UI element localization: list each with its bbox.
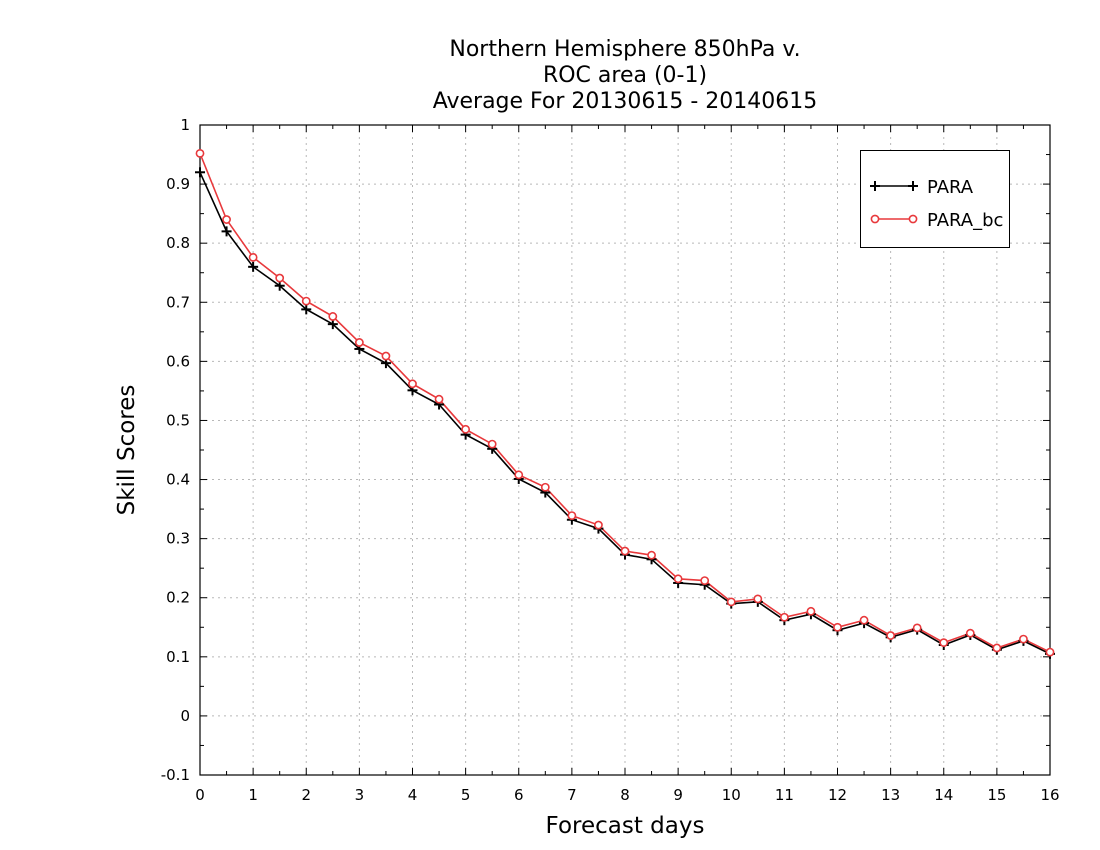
data-point-para-bc bbox=[753, 594, 763, 604]
data-point-para-bc bbox=[965, 628, 975, 638]
data-point-para-bc bbox=[248, 252, 258, 262]
x-tick-label: 12 bbox=[828, 786, 847, 804]
data-point-para-bc bbox=[275, 273, 285, 283]
y-tick-label: 0.8 bbox=[166, 234, 190, 252]
y-tick-label: 0.3 bbox=[166, 530, 190, 548]
data-point-para-bc bbox=[886, 631, 896, 640]
series-lines bbox=[195, 148, 1055, 659]
data-point-para-bc bbox=[779, 612, 789, 622]
data-point-para-bc bbox=[833, 622, 842, 632]
x-axis-label: Forecast days bbox=[546, 813, 705, 839]
x-tick-label: 14 bbox=[934, 786, 953, 804]
data-point-para bbox=[195, 167, 205, 178]
chart-title-line-2: ROC area (0-1) bbox=[542, 63, 708, 88]
data-point-para-bc bbox=[434, 394, 444, 404]
y-tick-label: 0.6 bbox=[166, 352, 190, 370]
y-tick-label: 0.1 bbox=[166, 648, 190, 666]
x-tick-label: 4 bbox=[408, 786, 418, 804]
legend-label: PARA_bc bbox=[927, 210, 1003, 231]
data-point-para-bc bbox=[222, 215, 231, 224]
y-tick-label: -0.1 bbox=[161, 766, 190, 784]
x-tick-label: 16 bbox=[1040, 786, 1059, 804]
data-point-para-bc bbox=[514, 470, 524, 480]
y-axis-label: Skill Scores bbox=[114, 385, 140, 516]
data-point-para bbox=[301, 304, 312, 315]
chart-title-line-3: Average For 20130615 - 20140615 bbox=[432, 89, 818, 114]
x-tick-label: 2 bbox=[301, 786, 311, 804]
x-tick-label: 5 bbox=[461, 786, 471, 804]
y-tick-label: 1 bbox=[180, 116, 190, 134]
data-point-para-bc bbox=[673, 574, 683, 584]
data-point-para-bc bbox=[354, 338, 364, 347]
chart-title-line-1: Northern Hemisphere 850hPa v. bbox=[449, 37, 801, 62]
data-point-para-bc bbox=[806, 606, 816, 616]
data-point-para-bc bbox=[647, 550, 656, 560]
data-point-para-bc bbox=[301, 296, 311, 306]
data-point-para-bc bbox=[1045, 647, 1055, 657]
legend-graphic: PARA PARA_bc bbox=[870, 177, 1003, 231]
data-point-para-bc bbox=[540, 482, 550, 492]
legend-item-para-bc: PARA_bc bbox=[870, 210, 1003, 231]
legend-label: PARA bbox=[927, 177, 974, 198]
data-point-para-bc bbox=[992, 643, 1002, 653]
data-point-para-bc bbox=[912, 623, 922, 633]
data-point-para-bc bbox=[567, 511, 577, 520]
data-point-para-bc bbox=[461, 424, 471, 434]
data-point-para-bc bbox=[408, 379, 417, 389]
y-tick-label: 0.9 bbox=[166, 175, 190, 193]
x-tick-label: 7 bbox=[567, 786, 577, 804]
data-point-para-bc bbox=[328, 312, 338, 321]
y-tick-label: 0.2 bbox=[166, 589, 190, 607]
x-tick-label: 11 bbox=[775, 786, 794, 804]
data-point-para-bc bbox=[487, 439, 497, 449]
y-tick-label: 0.7 bbox=[166, 293, 190, 311]
data-point-para bbox=[221, 226, 232, 237]
data-point-para-bc bbox=[594, 520, 603, 530]
x-tick-label: 9 bbox=[673, 786, 683, 804]
data-point-para-bc bbox=[381, 351, 391, 361]
legend-item-para: PARA bbox=[870, 177, 974, 198]
y-tick-label: 0 bbox=[180, 707, 190, 725]
data-point-para-bc bbox=[700, 576, 710, 585]
x-tick-label: 0 bbox=[195, 786, 205, 804]
grid-lines bbox=[200, 125, 1050, 775]
axis-ticks: 0 1 2 3 4 5 6 7 8 9 10 11 12 13 14 15 16-0.100.10.20.30.… bbox=[161, 116, 1060, 804]
data-point-para-bc bbox=[1019, 634, 1028, 644]
x-tick-label: 3 bbox=[355, 786, 365, 804]
data-point-para-bc bbox=[939, 638, 949, 648]
x-tick-label: 13 bbox=[881, 786, 900, 804]
data-point-para-bc bbox=[195, 148, 205, 158]
x-tick-label: 1 bbox=[248, 786, 258, 804]
x-tick-label: 6 bbox=[514, 786, 524, 804]
x-tick-label: 8 bbox=[620, 786, 630, 804]
y-tick-label: 0.4 bbox=[166, 471, 190, 489]
data-point-para-bc bbox=[726, 597, 736, 607]
data-point-para-bc bbox=[620, 546, 630, 556]
x-tick-label: 10 bbox=[722, 786, 741, 804]
data-point-para-bc bbox=[859, 615, 869, 625]
data-point-para bbox=[248, 261, 259, 272]
legend: PARA PARA_bc bbox=[860, 150, 1010, 248]
x-tick-label: 15 bbox=[987, 786, 1006, 804]
y-tick-label: 0.5 bbox=[166, 411, 190, 429]
